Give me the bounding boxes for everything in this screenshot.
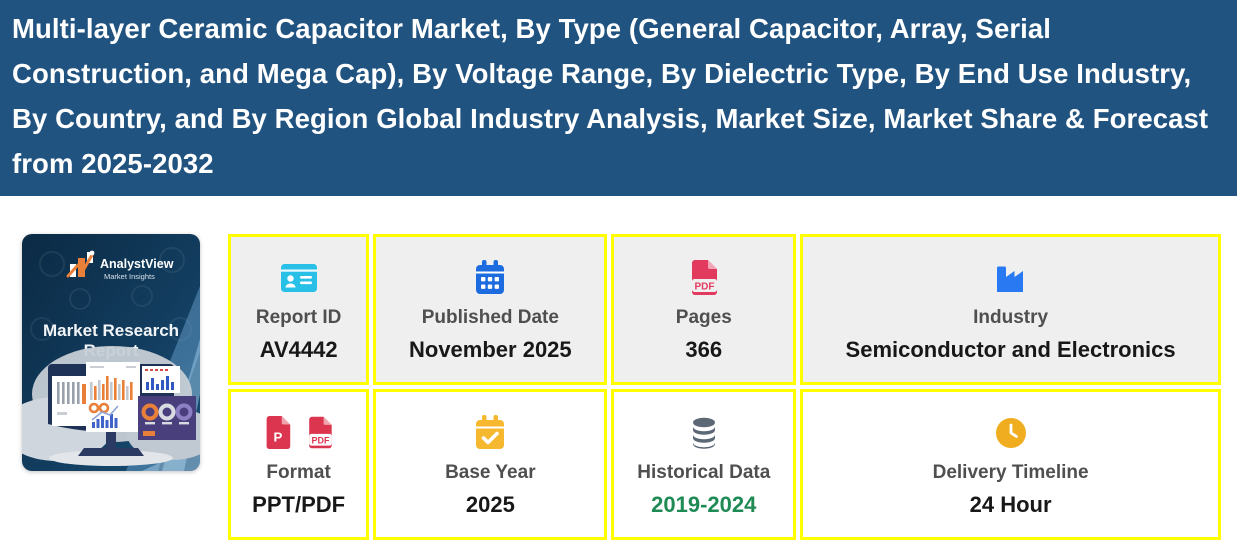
card-industry: Industry Semiconductor and Electronics	[800, 234, 1221, 385]
svg-text:PDF: PDF	[311, 435, 330, 445]
card-delivery-timeline: Delivery Timeline 24 Hour	[800, 389, 1221, 540]
card-label: Format	[266, 461, 331, 483]
card-label: Delivery Timeline	[932, 461, 1089, 483]
card-label: Published Date	[421, 306, 559, 328]
card-value: Semiconductor and Electronics	[845, 336, 1176, 362]
id-card-icon	[277, 257, 321, 299]
cover-heading-line1: Market Research	[43, 321, 179, 340]
cover-card-purple	[138, 396, 196, 440]
card-label: Base Year	[445, 461, 536, 483]
card-base-year: Base Year 2025	[373, 389, 608, 540]
card-label: Historical Data	[637, 461, 771, 483]
card-value: 2019-2024	[651, 491, 757, 517]
cover-doc-right	[142, 366, 180, 393]
report-cover-illustration: AnalystView Market Insights Market Resea…	[22, 234, 200, 471]
file-pdf-icon: PDF	[308, 416, 332, 448]
card-label: Pages	[675, 306, 732, 328]
card-pages: PDF Pages 366	[611, 234, 797, 385]
file-ppt-pdf-icons: P PDF	[260, 412, 338, 454]
card-value: AV4442	[259, 336, 338, 362]
report-summary-section: AnalystView Market Insights Market Resea…	[0, 234, 1237, 540]
card-published-date: Published Date November 2025	[373, 234, 608, 385]
report-title: Multi-layer Ceramic Capacitor Market, By…	[12, 13, 1209, 179]
card-value: PPT/PDF	[252, 491, 346, 517]
clock-icon	[993, 412, 1029, 454]
factory-icon	[991, 257, 1031, 299]
svg-text:AnalystView: AnalystView	[100, 257, 174, 271]
card-value: 2025	[465, 491, 515, 517]
card-value: November 2025	[409, 336, 572, 362]
analystview-logo: AnalystView Market Insights	[66, 250, 174, 281]
file-pdf-icon: PDF	[684, 257, 724, 299]
svg-text:PDF: PDF	[694, 281, 714, 292]
report-title-banner: Multi-layer Ceramic Capacitor Market, By…	[0, 0, 1237, 196]
report-cover-image: AnalystView Market Insights Market Resea…	[22, 234, 200, 471]
database-icon	[684, 412, 724, 454]
card-label: Report ID	[255, 306, 342, 328]
calendar-days-icon	[470, 257, 510, 299]
card-report-id: Report ID AV4442	[228, 234, 370, 385]
svg-text:Market Insights: Market Insights	[104, 272, 155, 281]
svg-text:P: P	[273, 429, 282, 444]
card-value: 366	[685, 336, 723, 362]
card-label: Industry	[973, 306, 1049, 328]
card-historical-data: Historical Data 2019-2024	[611, 389, 797, 540]
cover-doc-center	[86, 362, 140, 432]
calendar-check-icon	[470, 412, 510, 454]
report-meta-grid: Report ID AV4442 Pub	[228, 234, 1221, 540]
card-format: P PDF Format PPT/PDF	[228, 389, 370, 540]
card-value: 24 Hour	[969, 491, 1052, 517]
file-ppt-icon: P	[266, 415, 290, 449]
